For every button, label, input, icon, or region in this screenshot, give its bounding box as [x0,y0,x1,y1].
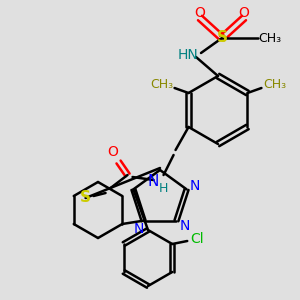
Text: CH₃: CH₃ [258,32,282,44]
Text: S: S [217,31,227,46]
Text: CH₃: CH₃ [263,79,286,92]
Text: N: N [148,175,159,190]
Text: H: H [159,182,168,194]
Text: N: N [134,222,144,236]
Text: O: O [107,145,118,159]
Text: S: S [80,190,91,206]
Text: N: N [189,179,200,193]
Text: CH₃: CH₃ [150,79,173,92]
Text: O: O [195,6,206,20]
Text: HN: HN [178,48,198,62]
Text: Cl: Cl [190,232,204,246]
Text: O: O [238,6,249,20]
Text: N: N [179,219,190,233]
